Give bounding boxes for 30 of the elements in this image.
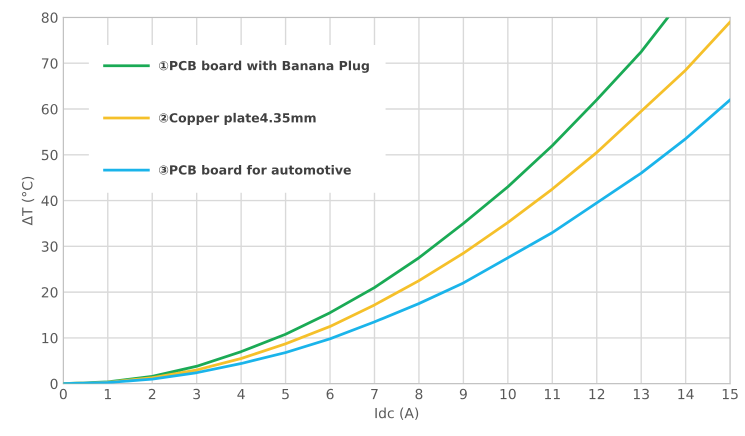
x-tick-label: 3 [193,388,200,400]
y-tick-label: 20 [42,287,58,298]
x-tick-label: 15 [722,388,738,400]
x-tick-label: 2 [148,388,156,400]
y-tick-label: 50 [42,150,58,160]
x-tick-label: 5 [282,388,289,400]
y-tick-label: 0 [50,378,58,390]
x-tick-label: 7 [371,388,378,400]
legend-label: ③PCB board for automotive [159,164,351,175]
legend-label: ②Copper plate4.35mm [159,112,316,125]
x-tick-label: 0 [60,388,67,400]
x-tick-label: 8 [415,388,422,400]
y-axis-title: ΔT (°C) [22,176,34,226]
x-tick-label: 9 [460,388,467,400]
y-tick-label: 30 [42,241,58,252]
y-tick-label: 70 [42,58,58,69]
x-tick-label: 13 [634,388,649,400]
x-tick-label: 6 [326,388,334,400]
x-tick-label: 10 [500,388,516,400]
y-tick-label: 10 [42,332,58,344]
y-tick-label: 80 [42,12,58,23]
y-tick-label: 60 [42,104,58,114]
x-tick-label: 14 [678,388,694,400]
x-tick-label: 12 [589,388,604,400]
y-tick-label: 40 [41,196,58,206]
legend-label: ①PCB board with Banana Plug [159,60,369,73]
x-tick-label: 1 [104,388,111,400]
x-tick-label: 11 [544,388,560,400]
x-tick-label: 4 [237,388,245,400]
x-axis-title: Idc (A) [375,408,418,420]
